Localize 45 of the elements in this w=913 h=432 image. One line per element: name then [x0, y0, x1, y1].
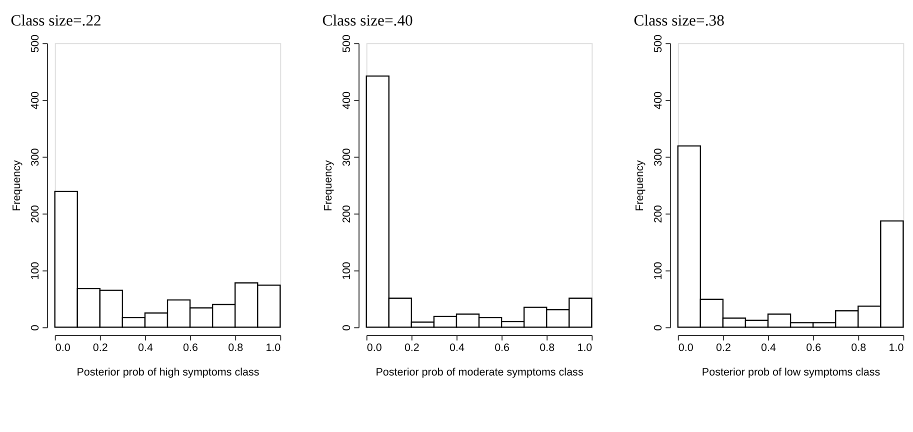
y-axis-title: Frequency [322, 160, 335, 212]
x-tick-label: 0.8 [540, 342, 555, 354]
chart-title: Class size=.40 [322, 12, 414, 30]
y-tick-label: 0 [341, 324, 354, 331]
x-tick-label: 0.4 [450, 342, 464, 354]
x-tick-label: 0.2 [404, 342, 420, 354]
x-tick-label: 0.0 [678, 342, 694, 354]
y-tick-label: 500 [341, 34, 354, 53]
x-tick-label: 0.2 [92, 342, 108, 354]
x-tick-label: 0.4 [761, 342, 776, 354]
x-tick-label: 1.0 [888, 342, 904, 354]
y-tick-label: 300 [30, 148, 42, 166]
chart-title: Class size=.38 [634, 12, 725, 30]
y-tick-label: 0 [652, 324, 665, 331]
x-tick-label: 1.0 [266, 342, 281, 354]
x-tick-label: 1.0 [577, 342, 592, 354]
x-axis-title: Posterior prob of moderate symptoms class [376, 366, 584, 379]
y-tick-label: 300 [652, 148, 665, 166]
chart-title: Class size=.22 [10, 12, 102, 30]
y-axis-title: Frequency [11, 160, 24, 212]
y-tick-label: 0 [30, 324, 42, 331]
x-tick-label: 0.8 [228, 342, 244, 354]
y-tick-label: 100 [30, 262, 42, 280]
x-tick-label: 0.8 [851, 342, 866, 354]
x-tick-label: 0.2 [716, 342, 731, 354]
y-tick-label: 100 [652, 262, 665, 280]
x-tick-label: 0.6 [806, 342, 822, 354]
y-tick-label: 400 [30, 91, 42, 110]
x-axis-title: Posterior prob of low symptoms class [702, 366, 880, 379]
y-tick-label: 500 [652, 34, 665, 53]
y-tick-label: 200 [30, 205, 42, 224]
y-tick-label: 500 [30, 34, 42, 53]
x-tick-label: 0.6 [494, 342, 510, 354]
x-tick-label: 0.0 [366, 342, 382, 354]
y-tick-label: 100 [341, 262, 354, 280]
y-tick-label: 400 [652, 91, 665, 110]
x-tick-label: 0.4 [138, 342, 153, 354]
y-tick-label: 300 [341, 148, 354, 166]
y-tick-label: 200 [341, 205, 354, 224]
x-tick-label: 0.0 [55, 342, 70, 354]
y-tick-label: 200 [652, 205, 665, 224]
y-axis-title: Frequency [634, 160, 646, 212]
x-tick-label: 0.6 [183, 342, 198, 354]
x-axis-title: Posterior prob of high symptoms class [76, 366, 260, 379]
y-tick-label: 400 [341, 91, 354, 110]
